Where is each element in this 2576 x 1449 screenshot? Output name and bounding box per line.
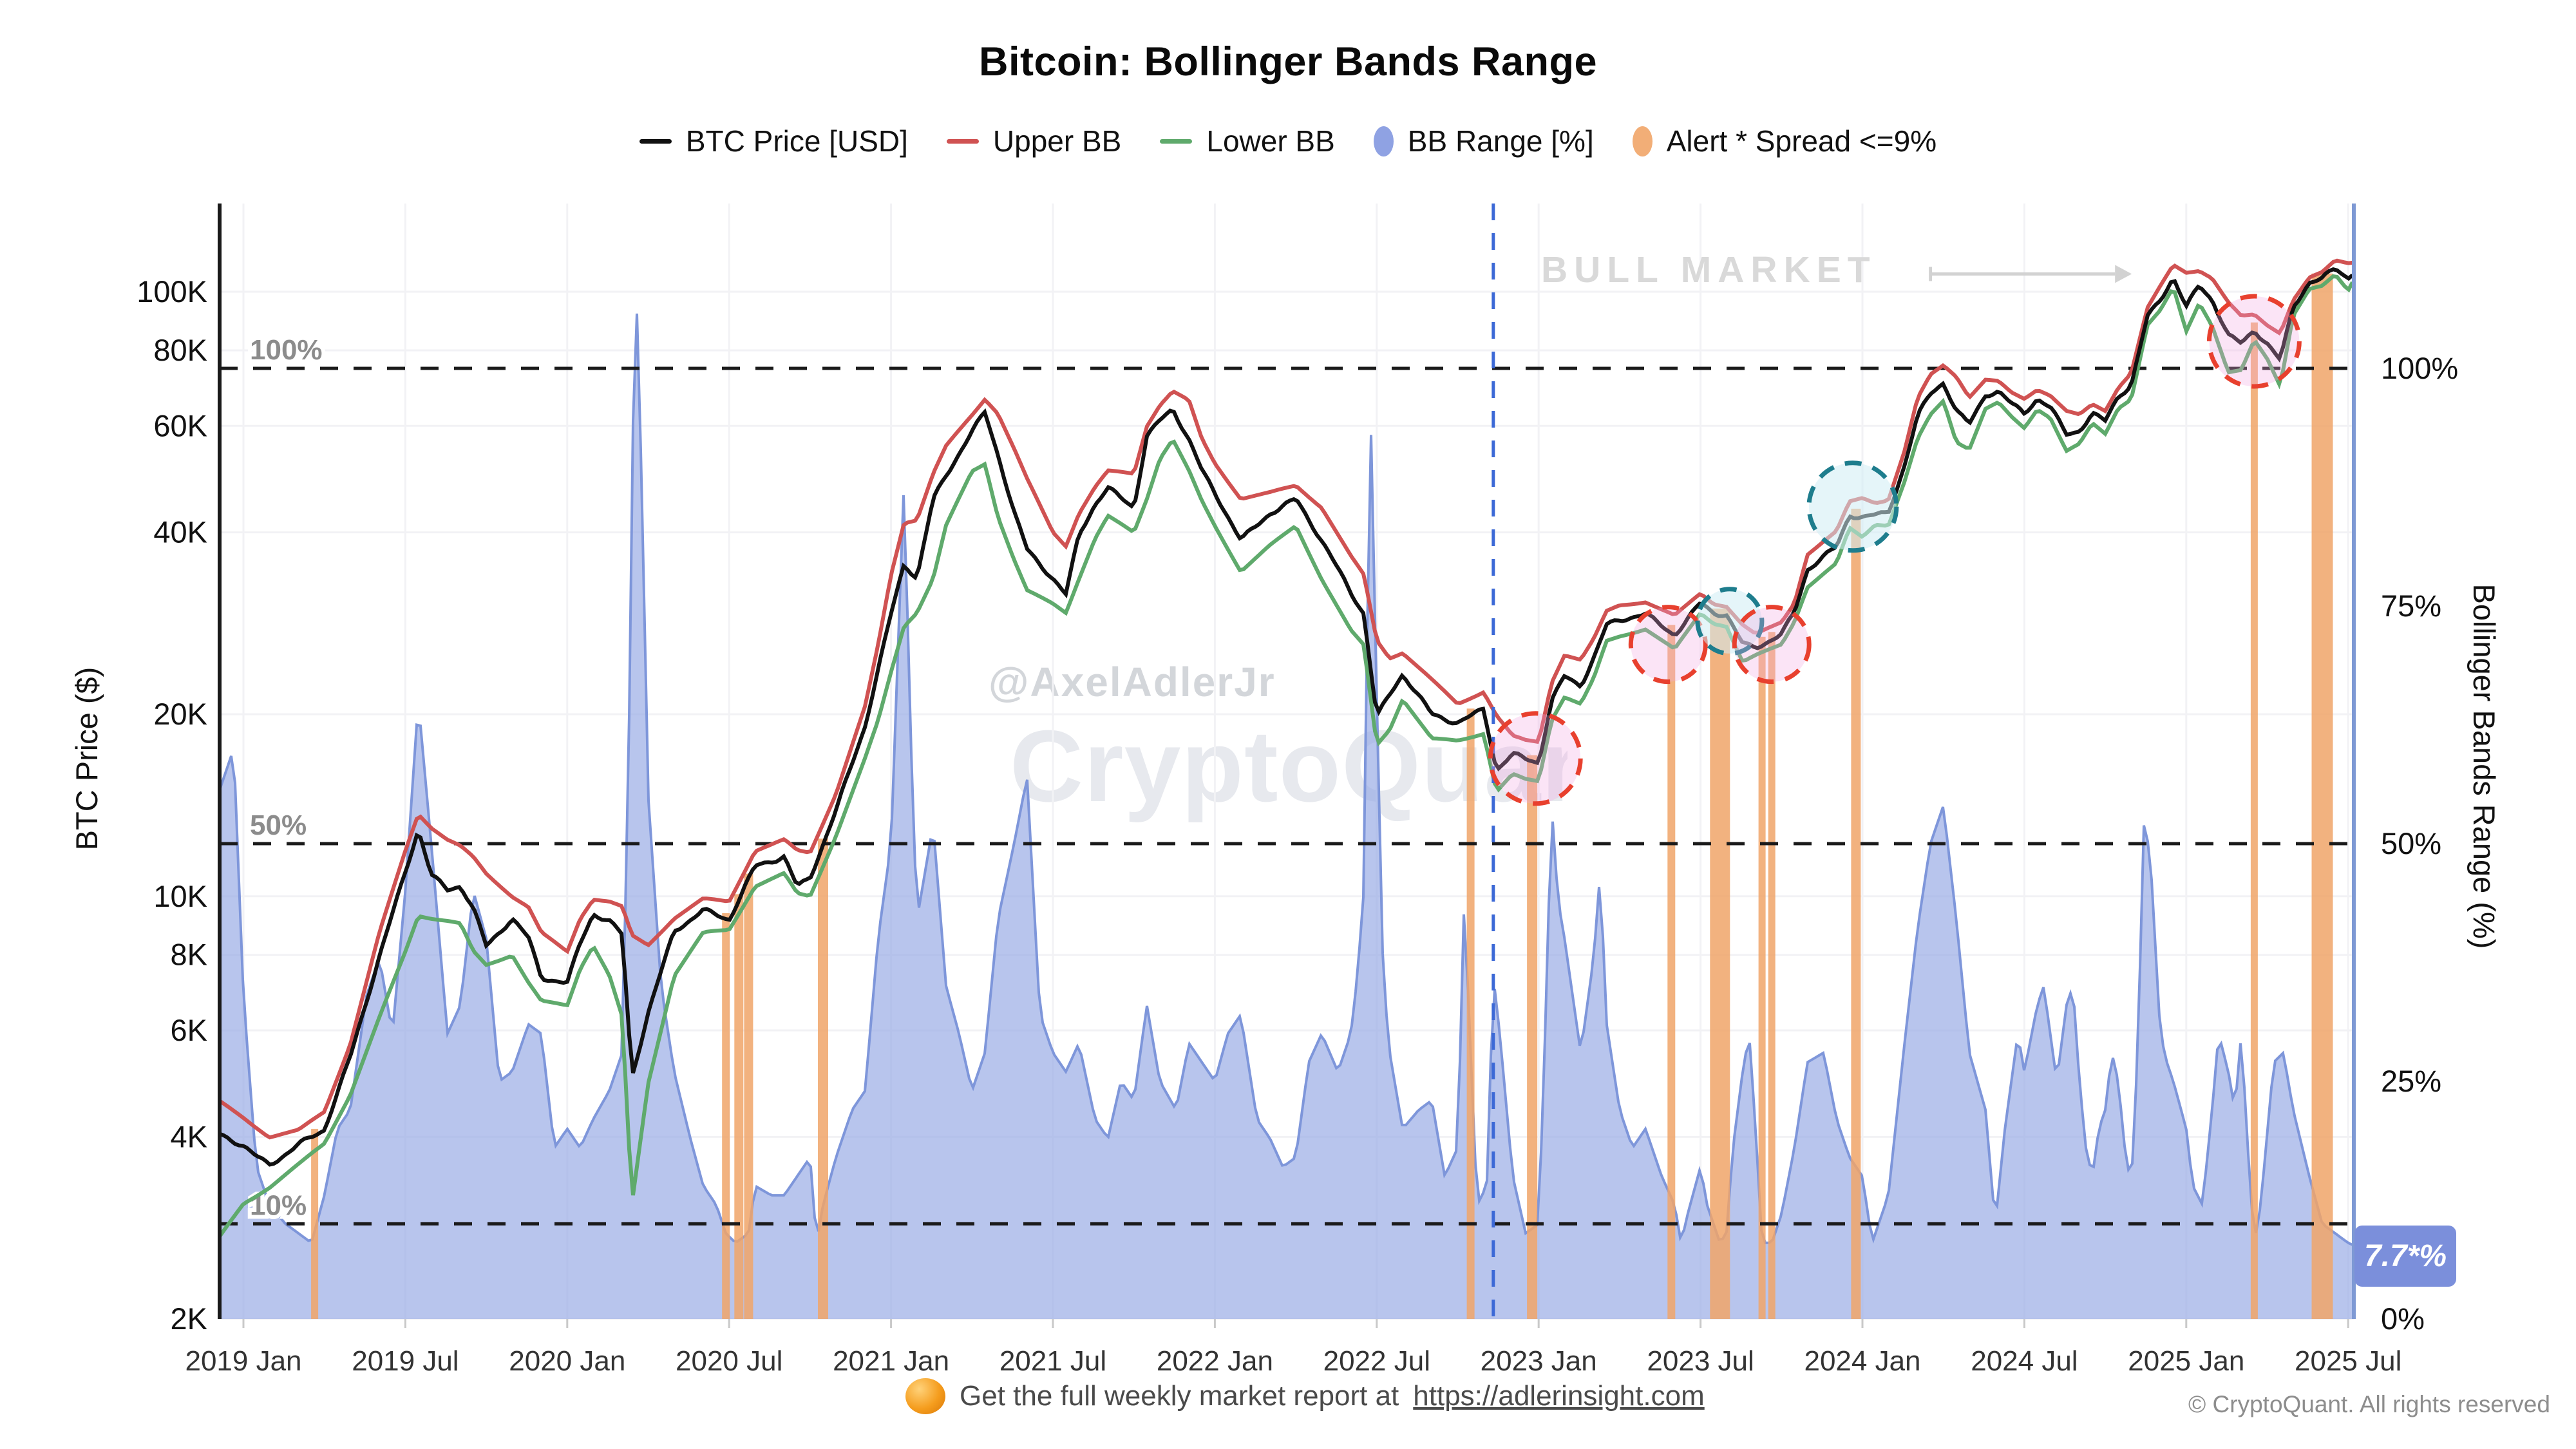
alert-bar <box>722 913 730 1319</box>
footer-text: Get the full weekly market report at <box>960 1380 1399 1412</box>
pct-tick-label: 75% <box>2381 589 2441 623</box>
upper-bb-line <box>218 258 2353 1140</box>
legend-label: Upper BB <box>992 124 1122 158</box>
pct-tick-label: 100% <box>2381 351 2458 385</box>
lower-bb-line-marker-icon <box>1160 138 1193 144</box>
x-tick-label: 2021 Jul <box>999 1345 1106 1377</box>
pct-tick-label: 50% <box>2381 826 2441 860</box>
event-circle-teal <box>1806 460 1899 553</box>
alert-bar <box>734 894 744 1319</box>
x-tick-label: 2022 Jul <box>1323 1345 1430 1377</box>
bull-market-annotation: BULL MARKET <box>1541 249 1877 290</box>
event-circle-teal <box>1695 587 1765 656</box>
pct-axis-labels: 100% 75% 50% 25% 0% <box>2381 351 2458 1336</box>
alert-bar <box>744 873 753 1319</box>
price-tick-label: 40K <box>153 515 207 549</box>
alert-ellipse-marker-icon <box>1632 126 1653 156</box>
current-value-badge: 7.7*% <box>2354 1226 2456 1287</box>
legend-item-bb-range[interactable]: BB Range [%] <box>1373 124 1594 158</box>
legend-item-alert[interactable]: Alert * Spread <=9% <box>1632 124 1937 158</box>
x-tick-label: 2024 Jan <box>1804 1345 1920 1377</box>
alert-bar <box>1710 608 1730 1319</box>
upper-bb-line-marker-icon <box>946 138 979 144</box>
x-tick-label: 2022 Jan <box>1157 1345 1273 1377</box>
price-tick-label: 100K <box>137 274 207 308</box>
x-tick-label: 2020 Jul <box>676 1345 782 1377</box>
page-title: Bitcoin: Bollinger Bands Range <box>978 39 1598 84</box>
x-tick-label: 2020 Jan <box>509 1345 625 1377</box>
bb-range-area <box>220 313 2354 1319</box>
btc-price-line <box>218 267 2354 1167</box>
bb-range-area-edge <box>218 313 2353 1246</box>
bull-market-arrow-icon <box>1929 265 2132 283</box>
price-tick-label: 20K <box>153 697 207 731</box>
alert-bar <box>818 838 828 1319</box>
event-circle-red <box>1488 711 1583 806</box>
price-tick-label: 60K <box>153 408 207 442</box>
legend-item-lower-bb[interactable]: Lower BB <box>1160 124 1335 158</box>
alert-bar <box>1768 632 1776 1319</box>
x-tick-label: 2019 Jul <box>352 1345 459 1377</box>
pct-tick-label: 0% <box>2381 1302 2425 1336</box>
report-link[interactable]: https://adlerinsight.com <box>1413 1380 1705 1412</box>
legend: BTC Price [USD] Upper BB Lower BB BB Ran… <box>0 124 2576 158</box>
legend-label: BTC Price [USD] <box>685 124 908 158</box>
lower-bb-line <box>218 274 2354 1238</box>
legend-label: Lower BB <box>1206 124 1335 158</box>
x-tick-label: 2019 Jan <box>185 1345 301 1377</box>
threshold-label: 50% <box>250 810 307 841</box>
alert-bar <box>2311 273 2333 1320</box>
alert-bar <box>1667 625 1676 1319</box>
x-tick-label: 2023 Jan <box>1481 1345 1597 1377</box>
orange-circle-icon <box>905 1378 945 1414</box>
left-axis-title: BTC Price ($) <box>70 667 104 851</box>
alert-bar <box>1851 508 1861 1319</box>
x-axis-labels: 2019 Jan 2019 Jul 2020 Jan 2020 Jul 2021 Jan… <box>185 1345 2401 1377</box>
legend-item-upper-bb[interactable]: Upper BB <box>946 124 1122 158</box>
alert-bars <box>311 273 2333 1320</box>
btc-price-line-marker-icon <box>639 138 672 144</box>
price-tick-label: 2K <box>171 1302 208 1336</box>
event-circle-red <box>1628 605 1708 685</box>
x-tick-label: 2023 Jul <box>1647 1345 1754 1377</box>
right-axis-title: Bollinger Bands Range (%) <box>2467 583 2501 949</box>
alert-bar <box>1466 708 1475 1319</box>
footer-report-link-row: Get the full weekly market report at htt… <box>905 1378 1705 1414</box>
threshold-label: 100% <box>250 334 323 366</box>
alert-bar <box>2250 322 2258 1320</box>
legend-item-btc-price[interactable]: BTC Price [USD] <box>639 124 908 158</box>
price-tick-label: 8K <box>171 938 208 972</box>
threshold-lines: 100%50%10% <box>220 330 2354 1226</box>
x-tick-label: 2021 Jan <box>833 1345 949 1377</box>
legend-label: Alert * Spread <=9% <box>1666 124 1937 158</box>
legend-label: BB Range [%] <box>1407 124 1594 158</box>
price-tick-label: 80K <box>153 333 207 367</box>
price-axis-labels: 100K 80K 60K 40K 20K 10K 8K 6K 4K 2K <box>137 274 207 1336</box>
event-circles <box>1488 294 2302 806</box>
price-tick-label: 4K <box>171 1119 208 1153</box>
x-tick-label: 2024 Jul <box>1971 1345 2078 1377</box>
event-circle-red <box>1732 605 1812 685</box>
bb-range-ellipse-marker-icon <box>1373 126 1394 156</box>
left-axis-spine <box>218 204 222 1319</box>
price-tick-label: 10K <box>153 879 207 913</box>
copyright-notice: © CryptoQuant. All rights reserved <box>2188 1391 2550 1417</box>
x-tick-label: 2025 Jan <box>2128 1345 2244 1377</box>
price-tick-label: 6K <box>171 1013 208 1047</box>
pct-tick-label: 25% <box>2381 1064 2441 1098</box>
x-tick-label: 2025 Jul <box>2295 1345 2401 1377</box>
alert-bar <box>1527 755 1538 1319</box>
alert-bar <box>311 1128 319 1319</box>
author-watermark: @AxelAdlerJr <box>989 659 1276 705</box>
alert-bar <box>1758 636 1766 1319</box>
cryptoquant-watermark: CryptoQuant <box>1010 710 1567 823</box>
event-circle-red <box>2206 294 2302 389</box>
